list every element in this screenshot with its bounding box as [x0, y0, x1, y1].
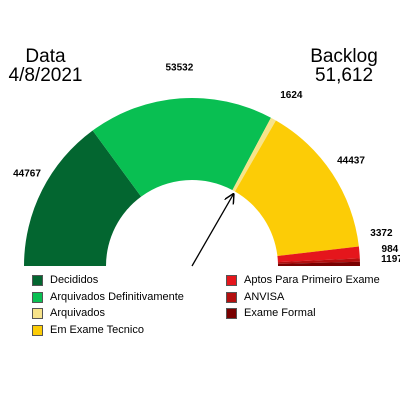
legend-label: Arquivados [50, 307, 106, 319]
gauge-segment-em-exame-tecnico [234, 120, 359, 257]
legend-item-aptos-primeiro-exame: Aptos Para Primeiro Exame [226, 274, 380, 286]
legend-item-arquivados: Arquivados [32, 307, 105, 319]
date-title: Data [25, 46, 66, 67]
data-label: 44437 [337, 155, 365, 166]
gauge-segment-anvisa [277, 258, 360, 264]
legend-item-exame-formal: Exame Formal [226, 307, 316, 319]
legend-label: Decididos [50, 274, 99, 286]
legend-item-em-exame-tecnico: Em Exame Tecnico [32, 324, 144, 336]
legend-swatch [226, 274, 237, 286]
date-value: 4/8/2021 [8, 65, 83, 86]
data-label: 44767 [13, 168, 41, 179]
legend-swatch [32, 274, 43, 286]
legend-label: ANVISA [244, 291, 285, 303]
backlog-value: 51,612 [314, 65, 374, 86]
backlog-block: Backlog 51,612 [304, 47, 384, 85]
legend-item-decididos: Decididos [32, 274, 98, 286]
gauge-needle [191, 194, 233, 267]
data-label: 1197 [381, 254, 400, 265]
gauge-segment-arquivados [232, 117, 276, 192]
legend-swatch [32, 307, 43, 319]
backlog-title: Backlog [310, 46, 378, 67]
legend-swatch [32, 291, 43, 303]
legend-swatch [226, 291, 237, 303]
legend-label: Em Exame Tecnico [50, 324, 144, 336]
legend-label: Arquivados Definitivamente [50, 291, 184, 303]
data-label: 1624 [280, 90, 303, 101]
legend-label: Exame Formal [244, 307, 316, 319]
legend-label: Aptos Para Primeiro Exame [244, 274, 380, 286]
gauge-segment-exame-formal [277, 261, 360, 266]
data-label: 53532 [165, 62, 193, 73]
legend: Decididos Arquivados Definitivamente Arq… [0, 274, 400, 354]
legend-swatch [32, 324, 43, 336]
legend-swatch [226, 307, 237, 319]
gauge-segment-aptos-para-primeiro-exame [277, 246, 360, 263]
legend-item-anvisa: ANVISA [226, 291, 284, 303]
gauge-segment-arquivados-definitivamente [92, 98, 271, 197]
legend-item-arquivados-definitivamente: Arquivados Definitivamente [32, 291, 184, 303]
gauge-segment-decididos [24, 130, 142, 266]
date-block: Data 4/8/2021 [8, 47, 83, 85]
data-label: 3372 [370, 228, 393, 239]
data-label: 984 [382, 244, 399, 255]
